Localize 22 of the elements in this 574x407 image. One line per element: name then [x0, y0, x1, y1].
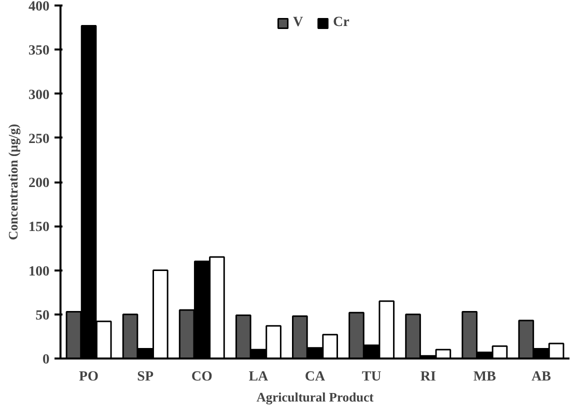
- x-axis-title: Agricultural Product: [256, 390, 374, 404]
- y-axis-title: Concentration (µg/g): [6, 124, 20, 240]
- y-tick-label: 150: [28, 220, 50, 236]
- x-tick-label: SP: [137, 370, 154, 384]
- x-tick-label: CA: [304, 370, 326, 384]
- x-tick-label: TU: [362, 370, 382, 384]
- x-tick-label: CO: [191, 370, 212, 384]
- legend-label: V: [293, 15, 304, 31]
- x-tick-label: PO: [79, 370, 99, 384]
- y-tick-label: 50: [36, 308, 50, 324]
- y-tick-label: 0: [42, 352, 50, 368]
- x-tick-label: LA: [248, 370, 270, 384]
- legend-label: Cr: [333, 15, 350, 31]
- x-tick-label: RI: [420, 370, 436, 384]
- y-tick-label: 400: [28, 0, 50, 14]
- y-tick-label: 250: [28, 132, 50, 147]
- y-tick-label: 200: [28, 176, 50, 191]
- y-tick-label: 100: [28, 264, 50, 280]
- x-tick-label: AB: [532, 370, 551, 384]
- x-tick-label: MB: [473, 370, 496, 384]
- y-tick-label: 300: [28, 88, 50, 103]
- y-tick-label: 350: [28, 44, 50, 59]
